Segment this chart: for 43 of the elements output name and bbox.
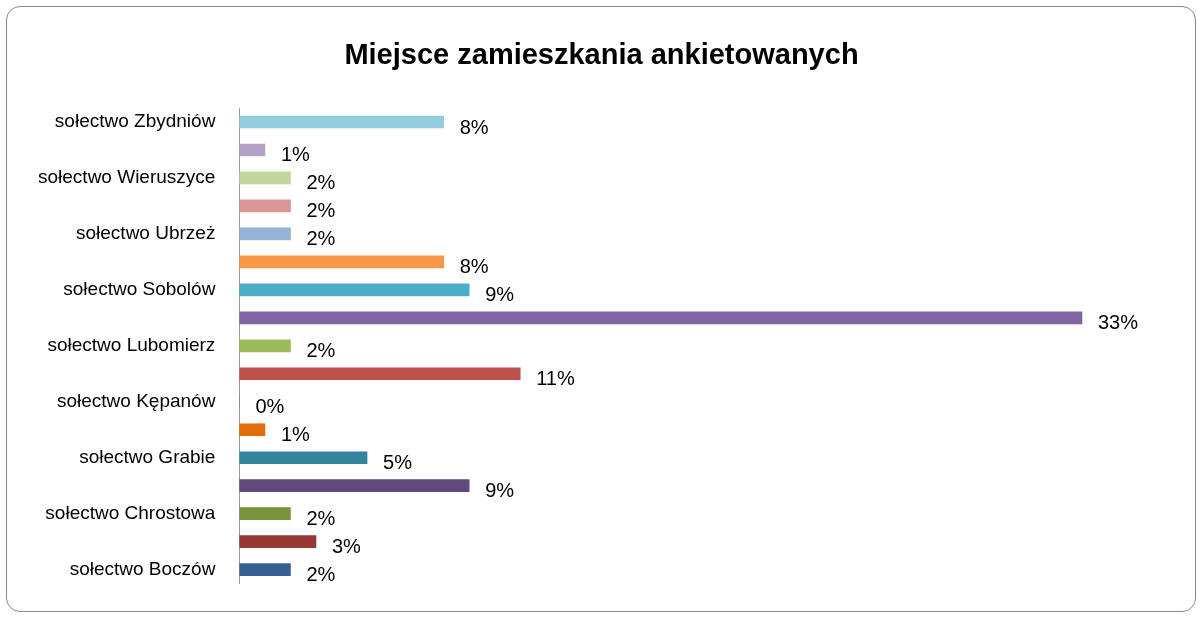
y-tick-label: sołectwo Sobolów — [63, 278, 216, 300]
data-label: 5% — [383, 451, 413, 474]
data-label: 2% — [306, 339, 336, 362]
data-label: 8% — [459, 115, 489, 138]
data-label: 8% — [459, 255, 489, 278]
y-tick-label: sołectwo Boczów — [69, 557, 216, 579]
data-label: 0% — [255, 395, 285, 418]
bar — [239, 227, 291, 241]
data-label: 11% — [536, 367, 575, 390]
bar — [239, 171, 291, 185]
y-tick-label: sołectwo Ubrzeż — [75, 222, 216, 244]
y-tick-label: sołectwo Grabie — [79, 445, 216, 467]
data-label: 1% — [280, 423, 311, 446]
bar — [239, 507, 291, 520]
bar — [239, 535, 317, 548]
bar — [239, 339, 291, 353]
data-label: 3% — [331, 535, 362, 558]
y-tick-label: sołectwo Chrostowa — [45, 501, 216, 523]
bar — [239, 423, 266, 437]
bar — [239, 479, 470, 493]
data-label: 2% — [306, 171, 336, 194]
bar — [239, 143, 266, 157]
y-tick-label: sołectwo Zbydniów — [54, 110, 216, 132]
data-label: 2% — [306, 227, 336, 250]
data-label: 9% — [485, 479, 515, 502]
bar — [239, 563, 291, 576]
bar — [239, 115, 444, 129]
data-label: 2% — [306, 563, 336, 586]
bar — [239, 283, 470, 297]
bar — [239, 255, 444, 269]
y-tick-label: sołectwo Kępanów — [56, 389, 216, 411]
bar — [239, 199, 291, 213]
data-label: 1% — [280, 143, 311, 166]
y-tick-label: sołectwo Wieruszyce — [37, 166, 216, 188]
bar — [239, 367, 521, 381]
bar — [239, 451, 368, 465]
data-label: 2% — [306, 507, 336, 530]
bar — [239, 311, 1083, 325]
data-label: 33% — [1097, 311, 1139, 334]
chart-title: Miejsce zamieszkania ankietowanych — [343, 38, 860, 71]
y-tick-label: sołectwo Lubomierz — [47, 334, 216, 356]
data-label: 2% — [306, 199, 336, 222]
data-label: 9% — [485, 283, 515, 306]
